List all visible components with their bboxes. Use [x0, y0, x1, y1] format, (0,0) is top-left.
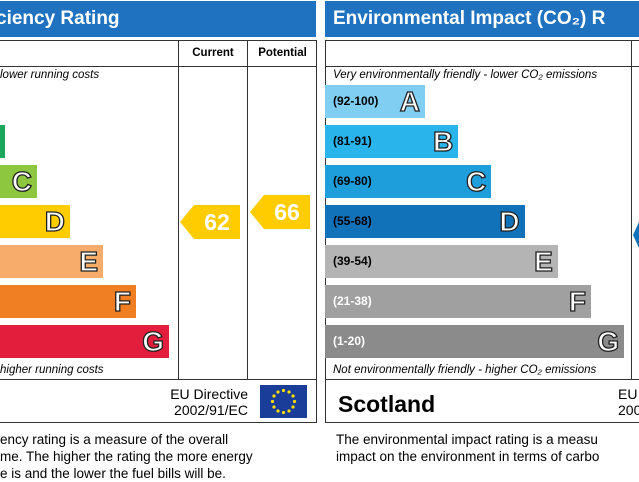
band: F [0, 285, 136, 318]
band: E [0, 245, 103, 278]
band: C [0, 165, 37, 198]
band-letter: B [432, 125, 454, 157]
right-title: Environmental Impact (CO₂) R [333, 8, 606, 29]
band-letter: F [568, 285, 586, 317]
potential-rating: 66 [274, 199, 300, 225]
star [281, 388, 286, 393]
directive-line: 200 [618, 402, 639, 418]
star [292, 399, 297, 404]
band: (69-80) C [325, 165, 492, 198]
band-letter: G [142, 325, 165, 357]
current-rating: 62 [204, 209, 230, 235]
band: (1-20) G [325, 325, 625, 358]
band-letter: G [597, 325, 620, 357]
left-footer [0, 379, 317, 423]
band-letter: C [465, 165, 487, 197]
eu-flag [260, 385, 307, 418]
band-range: (39-54) [333, 254, 372, 268]
band-letter: C [11, 165, 33, 197]
directive: EU 200 [618, 386, 639, 418]
text-line: me. The higher the rating the more energ… [0, 449, 253, 464]
text-line: ency rating is a measure of the overall [0, 432, 229, 447]
current-arrow [180, 205, 240, 239]
potential-arrow [250, 195, 310, 229]
band-range: (1-20) [333, 334, 366, 348]
band-range: (21-38) [333, 294, 372, 308]
column-header: Potential [258, 47, 307, 59]
directive-line: EU Directive [170, 386, 248, 402]
star [281, 410, 286, 415]
band-range: (55-68) [333, 214, 372, 228]
band-letter: F [113, 285, 131, 317]
column-header: Current [192, 47, 234, 59]
divider [247, 40, 248, 380]
divider [631, 40, 632, 380]
band-range: (81-91) [333, 134, 372, 148]
band-range: (69-80) [333, 174, 372, 188]
band-letter: E [533, 245, 553, 277]
star [291, 405, 295, 409]
top-note: Very environmentally friendly - lower CO… [333, 69, 598, 81]
directive-line: EU [618, 386, 638, 402]
text-line: e is and the lower the fuel bills will b… [0, 466, 226, 481]
top-note: lower running costs [0, 69, 100, 81]
text-line: The environmental impact rating is a mea… [336, 432, 598, 447]
right-footer [325, 379, 639, 423]
star [270, 399, 275, 404]
divider [0, 66, 317, 67]
band: (92-100) A [325, 85, 425, 118]
band-letter: D [44, 205, 66, 237]
star [287, 409, 291, 413]
band: D [0, 205, 70, 238]
band-letter: E [79, 245, 99, 277]
band [0, 125, 5, 158]
star [272, 405, 276, 409]
star [276, 390, 280, 394]
divider [178, 40, 179, 380]
left-description: ency rating is a measure of the overall m… [0, 431, 253, 482]
band: (21-38) F [325, 285, 591, 318]
text-line: impact on the environment in terms of ca… [336, 449, 600, 464]
arrow-edge [633, 222, 639, 248]
band: G [0, 325, 169, 358]
bottom-note: Not environmentally friendly - higher CO… [333, 364, 597, 376]
right-description: The environmental impact rating is a mea… [336, 431, 599, 465]
right-header: Environmental Impact (CO₂) R [325, 1, 639, 37]
band-letter: D [499, 205, 521, 237]
band: (39-54) E [325, 245, 558, 278]
divider [325, 66, 639, 67]
star [291, 394, 295, 398]
band-range: (92-100) [333, 94, 379, 108]
region: Scotland [338, 391, 436, 417]
star [287, 390, 291, 394]
directive-line: 2002/91/EC [174, 402, 248, 418]
left-header: ciency Rating [0, 1, 316, 37]
star [272, 394, 276, 398]
band: (81-91) B [325, 125, 459, 158]
left-title: ciency Rating [0, 8, 120, 29]
directive: EU Directive 2002/91/EC [150, 386, 248, 418]
star [276, 409, 280, 413]
band: (55-68) D [325, 205, 525, 238]
bottom-note: higher running costs [0, 364, 104, 376]
band-letter: A [399, 85, 421, 117]
